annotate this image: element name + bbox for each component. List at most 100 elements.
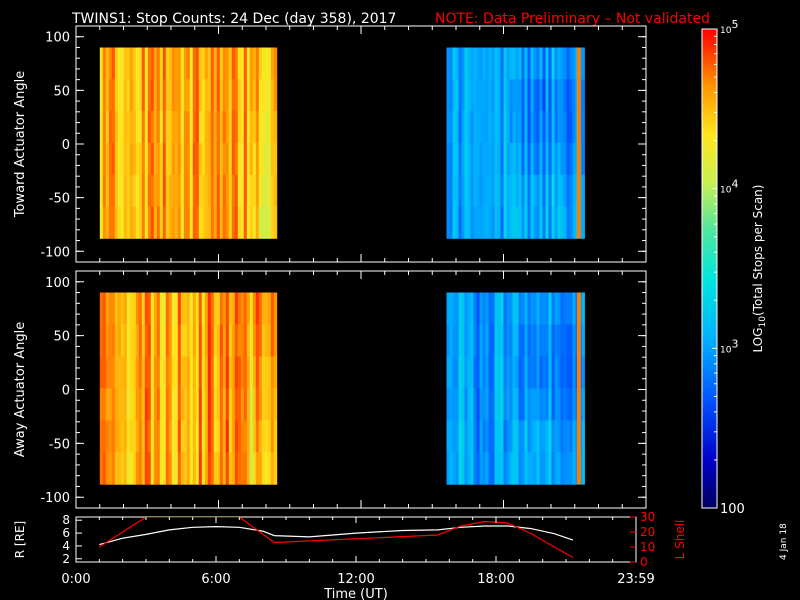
heatmap-cell [165, 452, 170, 485]
heatmap-cell [150, 206, 155, 239]
heatmap-cell [165, 420, 170, 453]
heatmap-cell [132, 324, 137, 357]
heatmap-cell [231, 79, 236, 112]
heatmap-cell [264, 388, 269, 421]
heatmap-cell [204, 79, 209, 112]
heatmap-cell [554, 452, 558, 485]
heatmap-cell [533, 111, 537, 144]
heatmap-cell [464, 174, 468, 207]
heatmap-cell [473, 420, 477, 453]
heatmap-cell [267, 452, 272, 485]
heatmap-cell [171, 388, 176, 421]
heatmap-cell [512, 324, 516, 357]
heatmap-cell [521, 47, 525, 80]
heatmap-cell [503, 356, 507, 389]
heatmap-cell [518, 174, 522, 207]
heatmap-cell [255, 47, 260, 80]
heatmap-cell [207, 79, 212, 112]
heatmap-cell [126, 420, 131, 453]
heatmap-cell [545, 142, 549, 176]
colorbar-tick-label: 103 [720, 337, 738, 355]
heatmap-cell [530, 420, 534, 453]
heatmap-cell [168, 174, 173, 207]
heatmap-cell [252, 142, 257, 176]
heatmap-cell [261, 142, 266, 176]
heatmap-cell [117, 174, 122, 207]
heatmap-cell [533, 206, 537, 239]
heatmap-cell [530, 206, 534, 239]
heatmap-cell [267, 111, 272, 144]
heatmap-cell [506, 420, 510, 453]
heatmap-cell [488, 47, 492, 80]
heatmap-cell [449, 206, 453, 239]
heatmap-cell [497, 420, 501, 453]
heatmap-cell [153, 142, 158, 176]
heatmap-cell [132, 111, 137, 144]
heatmap-cell [470, 79, 474, 112]
heatmap-cell [530, 388, 534, 421]
heatmap-cell [458, 47, 462, 80]
heatmap-cell [273, 79, 278, 112]
heatmap-cell [449, 356, 453, 389]
heatmap-cell [494, 420, 498, 453]
heatmap-cell [572, 420, 576, 453]
heatmap-cell [204, 420, 209, 453]
heatmap-cell [156, 79, 161, 112]
heatmap-cell [258, 452, 263, 485]
heatmap-cell [147, 206, 152, 239]
heatmap-cell [195, 111, 200, 144]
heatmap-cell [560, 356, 564, 389]
heatmap-cell [560, 47, 564, 80]
heatmap-cell [476, 79, 480, 112]
heatmap-cell [449, 420, 453, 453]
heatmap-cell [189, 47, 194, 80]
heatmap-cell [234, 356, 239, 389]
heatmap-cell [195, 356, 200, 389]
heatmap-cell [249, 142, 254, 176]
heatmap-cell [159, 142, 164, 176]
heatmap-cell [111, 388, 116, 421]
heatmap-cell [150, 292, 155, 325]
heatmap-cell [231, 420, 236, 453]
heatmap-block-high [99, 292, 278, 485]
heatmap-cell [581, 206, 585, 239]
heatmap-cell [527, 388, 531, 421]
heatmap-cell [210, 47, 215, 80]
heatmap-cell [237, 206, 242, 239]
heatmap-cell [566, 324, 570, 357]
heatmap-cell [195, 79, 200, 112]
heatmap-cell [461, 452, 465, 485]
heatmap-cell [473, 388, 477, 421]
lshell-tick-label: 10 [640, 540, 655, 554]
heatmap-cell [261, 79, 266, 112]
heatmap-cell [156, 420, 161, 453]
heatmap-cell [569, 142, 573, 176]
heatmap-cell [105, 111, 110, 144]
heatmap-cell [533, 452, 537, 485]
heatmap-edge-stripe [576, 47, 581, 239]
heatmap-cell [195, 420, 200, 453]
heatmap-cell [144, 356, 149, 389]
heatmap-cell [470, 324, 474, 357]
heatmap-cell [165, 142, 170, 176]
heatmap-cell [497, 142, 501, 176]
heatmap-cell [563, 292, 567, 325]
heatmap-cell [126, 452, 131, 485]
heatmap-cell [210, 174, 215, 207]
heatmap-cell [527, 324, 531, 357]
heatmap-cell [222, 174, 227, 207]
heatmap-cell [500, 420, 504, 453]
heatmap-cell [482, 420, 486, 453]
heatmap-cell [201, 292, 206, 325]
y-tick-label: 100 [45, 31, 70, 46]
heatmap-cell [494, 79, 498, 112]
heatmap-cell [120, 388, 125, 421]
heatmap-cell [99, 324, 104, 357]
heatmap-cell [171, 47, 176, 80]
heatmap-cell [102, 79, 107, 112]
heatmap-cell [132, 47, 137, 80]
heatmap-cell [539, 388, 543, 421]
heatmap-cell [159, 79, 164, 112]
heatmap-cell [255, 324, 260, 357]
heatmap-cell [177, 47, 182, 80]
